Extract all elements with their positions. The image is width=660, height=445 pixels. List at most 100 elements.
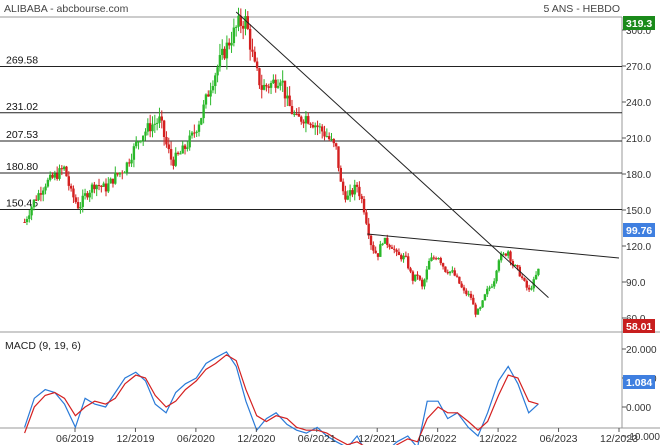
candle-body	[409, 268, 412, 272]
candle-body	[430, 257, 433, 261]
candle-body	[344, 191, 347, 200]
candle-body	[216, 67, 219, 76]
candle-body	[172, 159, 175, 166]
candle-body	[309, 123, 312, 125]
candle-body	[476, 308, 480, 315]
candle-body	[355, 184, 359, 187]
candle-body	[376, 253, 380, 257]
macd-series-signal	[24, 354, 539, 445]
candle-body	[353, 184, 356, 195]
candle-body	[248, 28, 252, 50]
candle-body	[488, 287, 491, 289]
candle-body	[225, 42, 229, 59]
x-tick-label: 12/2021	[358, 433, 396, 445]
candle-body	[232, 27, 236, 44]
candle-body	[167, 144, 170, 150]
x-axis: 06/2019 12/2019 06/2020 12/2020 06/2021 12/20…	[56, 428, 638, 445]
candle-body	[100, 185, 103, 187]
candle-body	[400, 255, 403, 260]
candle-body	[527, 287, 531, 290]
candle-body	[479, 307, 482, 309]
candle-body	[193, 132, 196, 134]
candle-body	[513, 265, 517, 267]
candle-body	[53, 173, 57, 178]
candle-body	[42, 190, 45, 195]
candle-body	[116, 172, 119, 175]
candle-body	[397, 251, 401, 256]
candle-body	[462, 287, 466, 291]
candle-body	[58, 168, 61, 179]
candle-body	[383, 237, 387, 244]
candle-body	[511, 261, 515, 266]
candle-body	[390, 247, 394, 249]
macd-tick-label: -10.000	[626, 432, 660, 443]
candle-body	[283, 80, 287, 99]
candle-body	[148, 123, 152, 132]
x-tick-label: 12/2023	[600, 433, 638, 445]
candle-body	[241, 25, 245, 29]
candle-body	[169, 149, 173, 160]
candle-body	[74, 197, 77, 203]
trendline	[367, 233, 620, 259]
macd-badge: 1.084	[623, 375, 655, 389]
candle-body	[230, 43, 233, 46]
candle-body	[453, 270, 456, 276]
last-price-badge-bg	[623, 223, 655, 237]
candle-body	[69, 185, 73, 189]
candle-body	[35, 199, 38, 201]
candle-body	[76, 202, 80, 209]
candle-body	[320, 126, 324, 132]
candle-body	[153, 123, 157, 125]
candle-body	[30, 207, 33, 216]
candle-body	[109, 178, 112, 184]
candle-body	[46, 179, 50, 187]
candle-body	[48, 174, 52, 180]
max-price-badge: 319.3	[626, 18, 652, 30]
candle-body	[81, 195, 84, 207]
candle-body	[265, 84, 268, 87]
candle-body	[44, 186, 47, 191]
candle-body	[339, 167, 342, 182]
candle-body	[458, 276, 461, 284]
candle-body	[165, 137, 168, 145]
candle-body	[360, 196, 363, 199]
candle-body	[374, 250, 377, 254]
candle-body	[441, 263, 445, 267]
candle-body	[302, 121, 305, 124]
candle-body	[337, 146, 340, 168]
macd-panel: MACD (9, 19, 6) 20.00010.0000.000-10.000…	[0, 332, 660, 445]
candle-body	[325, 136, 329, 138]
trendline	[235, 11, 549, 298]
candle-body	[404, 255, 408, 257]
candle-body	[239, 15, 243, 26]
candle-body	[244, 16, 247, 29]
level-label: 231.02	[6, 101, 38, 113]
candlestick-series	[23, 7, 540, 318]
candle-body	[39, 193, 43, 195]
candle-body	[297, 113, 301, 117]
candle-body	[162, 120, 166, 138]
candle-body	[386, 237, 389, 246]
candle-body	[434, 258, 438, 260]
x-tick-label: 06/2020	[177, 433, 215, 445]
candle-body	[72, 188, 75, 198]
candle-body	[362, 198, 366, 213]
chart-title: ALIBABA - abcbourse.com	[4, 3, 129, 15]
candle-body	[251, 49, 254, 52]
candle-body	[234, 26, 238, 28]
candle-body	[341, 181, 345, 192]
candle-body	[228, 42, 231, 46]
price-badges: 319.3 99.76 58.01	[623, 16, 655, 333]
macd-tick-label: 0.000	[626, 403, 651, 414]
candle-body	[125, 162, 129, 173]
candle-body	[253, 51, 256, 62]
price-tick-label: 300.0	[626, 26, 651, 37]
candle-body	[490, 286, 494, 288]
candle-body	[467, 293, 470, 295]
candle-body	[204, 94, 208, 105]
candle-body	[60, 168, 64, 170]
candle-body	[114, 172, 117, 184]
candle-body	[274, 79, 277, 88]
candle-body	[90, 184, 94, 193]
